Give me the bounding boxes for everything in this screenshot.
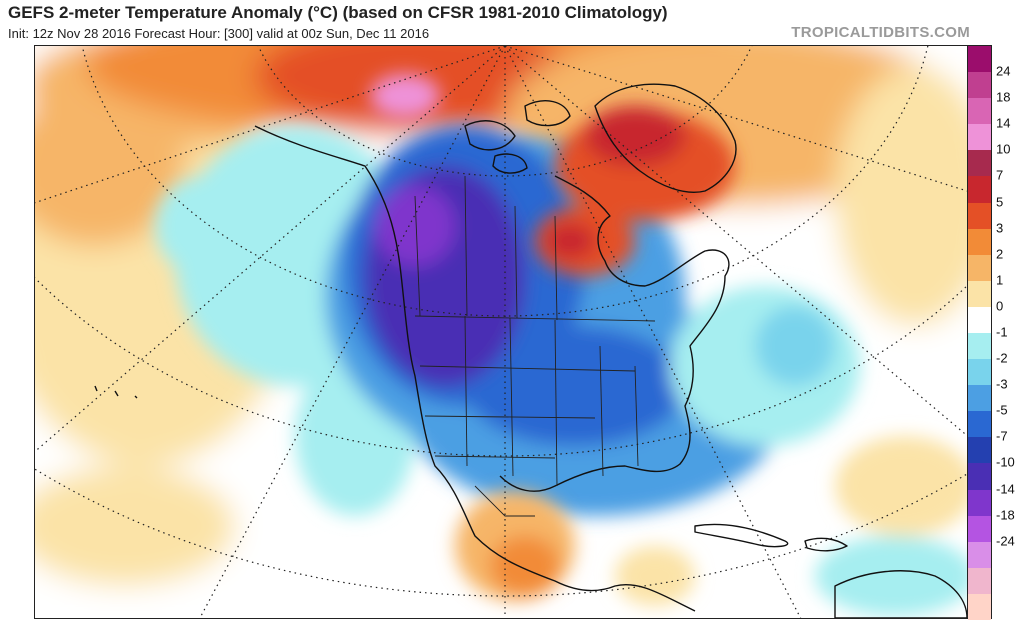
- colorbar-label: 2: [996, 246, 1004, 262]
- aleutian-coast: [94, 385, 138, 399]
- colorbar-swatch: [968, 593, 991, 621]
- colorbar-label: 0: [996, 298, 1004, 314]
- arctic-islands: [464, 100, 571, 174]
- colorbar-label: 14: [996, 115, 1011, 131]
- colorbar-swatch: [968, 228, 991, 256]
- colorbar-swatch: [968, 202, 991, 230]
- colorbar-swatch: [968, 254, 991, 282]
- colorbar-swatch: [968, 98, 991, 125]
- site-watermark: TROPICALTIDBITS.COM: [791, 24, 970, 41]
- colorbar-swatch: [968, 437, 991, 464]
- colorbar-label: 18: [996, 89, 1011, 105]
- coastlines: [94, 83, 967, 618]
- colorbar-label: 1: [996, 272, 1004, 288]
- colorbar-label: -3: [996, 376, 1008, 392]
- colorbar-label: -7: [996, 428, 1008, 444]
- south-america-coast: [834, 570, 967, 618]
- north-america-coast: [254, 125, 730, 612]
- colorbar-swatch: [968, 567, 991, 595]
- colorbar-label: -1: [996, 324, 1008, 340]
- colorbar-label: -18: [996, 507, 1015, 523]
- colorbar-label: -5: [996, 402, 1008, 418]
- forecast-info: Init: 12z Nov 28 2016 Forecast Hour: [30…: [8, 26, 430, 41]
- colorbar-label: 24: [996, 63, 1011, 79]
- warm-anomaly-field: [370, 74, 967, 616]
- colorbar-swatch: [968, 515, 991, 543]
- colorbar-swatch: [968, 306, 991, 334]
- anomaly-map: [34, 45, 968, 619]
- colorbar-swatch: [968, 150, 991, 177]
- colorbar-swatch: [968, 280, 991, 308]
- colorbar-swatch: [968, 411, 991, 438]
- colorbar-swatch: [968, 333, 991, 360]
- colorbar-swatch: [968, 124, 991, 151]
- colorbar-label: 5: [996, 194, 1004, 210]
- colorbar-label: 7: [996, 167, 1004, 183]
- cuba-coast: [694, 523, 789, 548]
- cold-anomaly-field: [155, 126, 860, 516]
- colorbar-swatch: [968, 359, 991, 386]
- political-boundaries: [414, 175, 656, 517]
- hispaniola-coast: [804, 537, 848, 552]
- colorbar-label: 10: [996, 141, 1011, 157]
- colorbar-swatch: [968, 463, 991, 491]
- colorbar: [967, 45, 992, 621]
- colorbar-swatch: [968, 72, 991, 99]
- colorbar-swatch: [968, 385, 991, 412]
- colorbar-label: -14: [996, 481, 1015, 497]
- chart-title: GEFS 2-meter Temperature Anomaly (°C) (b…: [8, 3, 668, 22]
- colorbar-label: -10: [996, 454, 1015, 470]
- greenland-coast: [594, 83, 737, 193]
- colorbar-label: 3: [996, 220, 1004, 236]
- colorbar-label: -2: [996, 350, 1008, 366]
- colorbar-swatch: [968, 46, 991, 73]
- colorbar-label: -24: [996, 533, 1015, 549]
- colorbar-swatch: [968, 541, 991, 569]
- colorbar-swatch: [968, 489, 991, 517]
- colorbar-swatch: [968, 176, 991, 204]
